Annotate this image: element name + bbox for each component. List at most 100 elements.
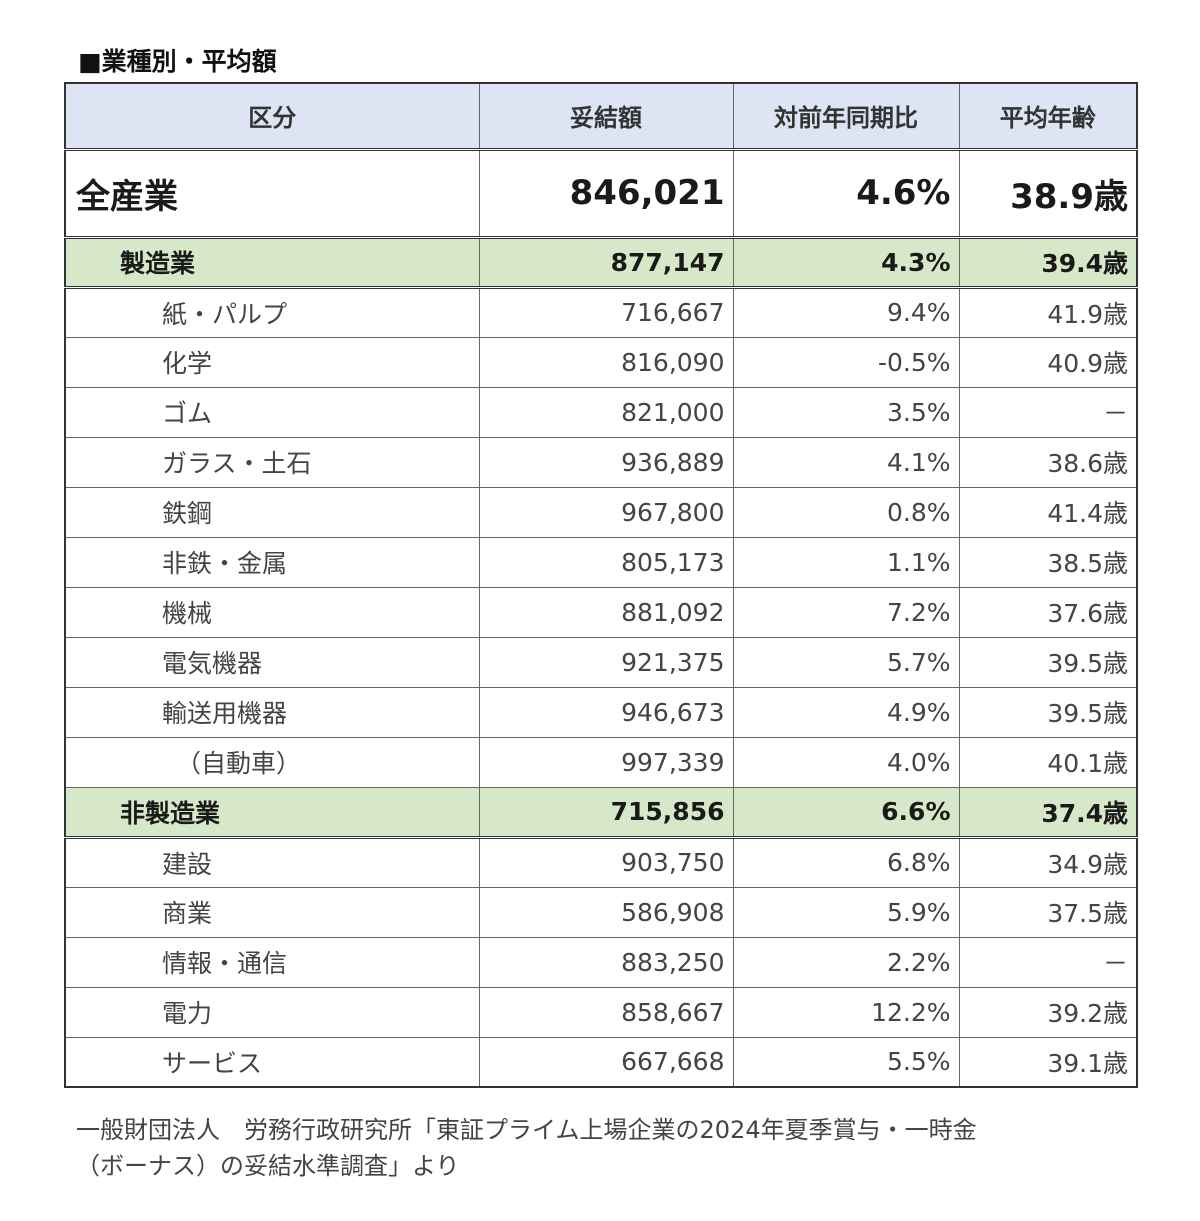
table-row: 紙・パルプ 716,667 9.4% 41.9歳 [64, 286, 1138, 338]
yoy-cell: 4.6% [732, 148, 960, 239]
yoy-cell: 7.2% [732, 586, 960, 638]
amount-cell: 921,375 [478, 636, 734, 688]
table-row: ゴム 821,000 3.5% － [64, 386, 1138, 438]
amount-cell: 936,889 [478, 436, 734, 488]
age-cell: 38.9歳 [958, 148, 1138, 239]
amount-cell: 586,908 [478, 886, 734, 938]
source-note: 一般財団法人 労務行政研究所「東証プライム上場企業の2024年夏季賞与・一時金 … [76, 1112, 1136, 1184]
category-cell: サービス [64, 1036, 480, 1088]
age-cell: 39.5歳 [958, 686, 1138, 738]
age-cell: 39.4歳 [958, 236, 1138, 289]
category-cell: 化学 [64, 336, 480, 388]
header-row: 区分 妥結額 対前年同期比 平均年齢 [64, 82, 1138, 151]
table-row: （自動車） 997,339 4.0% 40.1歳 [64, 736, 1138, 788]
bonus-table: 区分 妥結額 対前年同期比 平均年齢 全産業 846,021 4.6% 38.9歳 製造… [64, 82, 1138, 1088]
age-cell: 34.9歳 [958, 836, 1138, 888]
yoy-cell: 4.9% [732, 686, 960, 738]
group-row: 非製造業 715,856 6.6% 37.4歳 [64, 786, 1138, 839]
header-amount: 妥結額 [478, 82, 734, 151]
amount-cell: 883,250 [478, 936, 734, 988]
amount-cell: 667,668 [478, 1036, 734, 1088]
yoy-cell: 2.2% [732, 936, 960, 988]
table-row: 電気機器 921,375 5.7% 39.5歳 [64, 636, 1138, 688]
age-cell: 39.1歳 [958, 1036, 1138, 1088]
yoy-cell: 1.1% [732, 536, 960, 588]
category-cell: 商業 [64, 886, 480, 938]
source-note-line2: （ボーナス）の妥結水準調査」より [76, 1152, 460, 1180]
table-row: 機械 881,092 7.2% 37.6歳 [64, 586, 1138, 638]
amount-cell: 967,800 [478, 486, 734, 538]
table-row: 非鉄・金属 805,173 1.1% 38.5歳 [64, 536, 1138, 588]
amount-cell: 997,339 [478, 736, 734, 788]
category-cell: 非鉄・金属 [64, 536, 480, 588]
yoy-cell: 5.7% [732, 636, 960, 688]
header-age: 平均年齢 [958, 82, 1138, 151]
yoy-cell: 5.9% [732, 886, 960, 938]
table-row: 情報・通信 883,250 2.2% － [64, 936, 1138, 988]
category-cell: 紙・パルプ [64, 286, 480, 338]
yoy-cell: 4.1% [732, 436, 960, 488]
age-cell: 37.4歳 [958, 786, 1138, 839]
amount-cell: 805,173 [478, 536, 734, 588]
age-cell: 39.5歳 [958, 636, 1138, 688]
table-row: 建設 903,750 6.8% 34.9歳 [64, 836, 1138, 888]
amount-cell: 881,092 [478, 586, 734, 638]
yoy-cell: 5.5% [732, 1036, 960, 1088]
table-row: サービス 667,668 5.5% 39.1歳 [64, 1036, 1138, 1088]
age-cell: 38.6歳 [958, 436, 1138, 488]
source-note-line1: 一般財団法人 労務行政研究所「東証プライム上場企業の2024年夏季賞与・一時金 [76, 1116, 977, 1144]
category-cell: 機械 [64, 586, 480, 638]
category-cell: ゴム [64, 386, 480, 438]
table-row: 輸送用機器 946,673 4.9% 39.5歳 [64, 686, 1138, 738]
amount-cell: 858,667 [478, 986, 734, 1038]
category-cell: 輸送用機器 [64, 686, 480, 738]
table-row: 電力 858,667 12.2% 39.2歳 [64, 986, 1138, 1038]
yoy-cell: 6.6% [732, 786, 960, 839]
age-cell: 38.5歳 [958, 536, 1138, 588]
category-cell: 電力 [64, 986, 480, 1038]
amount-cell: 846,021 [478, 148, 734, 239]
header-yoy: 対前年同期比 [732, 82, 960, 151]
table-row: ガラス・土石 936,889 4.1% 38.6歳 [64, 436, 1138, 488]
table-title: ■業種別・平均額 [78, 47, 277, 76]
age-cell: 41.9歳 [958, 286, 1138, 338]
amount-cell: 877,147 [478, 236, 734, 289]
age-cell: 41.4歳 [958, 486, 1138, 538]
age-cell: 40.9歳 [958, 336, 1138, 388]
amount-cell: 821,000 [478, 386, 734, 438]
category-cell: 電気機器 [64, 636, 480, 688]
amount-cell: 816,090 [478, 336, 734, 388]
group-row: 製造業 877,147 4.3% 39.4歳 [64, 236, 1138, 289]
yoy-cell: 4.3% [732, 236, 960, 289]
yoy-cell: 12.2% [732, 986, 960, 1038]
category-cell: 製造業 [64, 236, 480, 289]
category-cell: （自動車） [64, 736, 480, 788]
table-row: 化学 816,090 -0.5% 40.9歳 [64, 336, 1138, 388]
header-category: 区分 [64, 82, 480, 151]
yoy-cell: 3.5% [732, 386, 960, 438]
category-cell: 建設 [64, 836, 480, 888]
age-cell: － [958, 386, 1138, 438]
yoy-cell: 4.0% [732, 736, 960, 788]
category-cell: 情報・通信 [64, 936, 480, 988]
total-row: 全産業 846,021 4.6% 38.9歳 [64, 148, 1138, 239]
yoy-cell: -0.5% [732, 336, 960, 388]
amount-cell: 715,856 [478, 786, 734, 839]
amount-cell: 946,673 [478, 686, 734, 738]
table-row: 鉄鋼 967,800 0.8% 41.4歳 [64, 486, 1138, 538]
yoy-cell: 9.4% [732, 286, 960, 338]
age-cell: 40.1歳 [958, 736, 1138, 788]
table-row: 商業 586,908 5.9% 37.5歳 [64, 886, 1138, 938]
age-cell: － [958, 936, 1138, 988]
amount-cell: 903,750 [478, 836, 734, 888]
yoy-cell: 0.8% [732, 486, 960, 538]
table-header: 区分 妥結額 対前年同期比 平均年齢 [64, 82, 1138, 151]
age-cell: 37.6歳 [958, 586, 1138, 638]
table-body: 全産業 846,021 4.6% 38.9歳 製造業 877,147 4.3% 39.4歳 紙・… [64, 148, 1138, 1088]
age-cell: 37.5歳 [958, 886, 1138, 938]
category-cell: ガラス・土石 [64, 436, 480, 488]
category-cell: 全産業 [64, 148, 480, 239]
yoy-cell: 6.8% [732, 836, 960, 888]
category-cell: 鉄鋼 [64, 486, 480, 538]
amount-cell: 716,667 [478, 286, 734, 338]
